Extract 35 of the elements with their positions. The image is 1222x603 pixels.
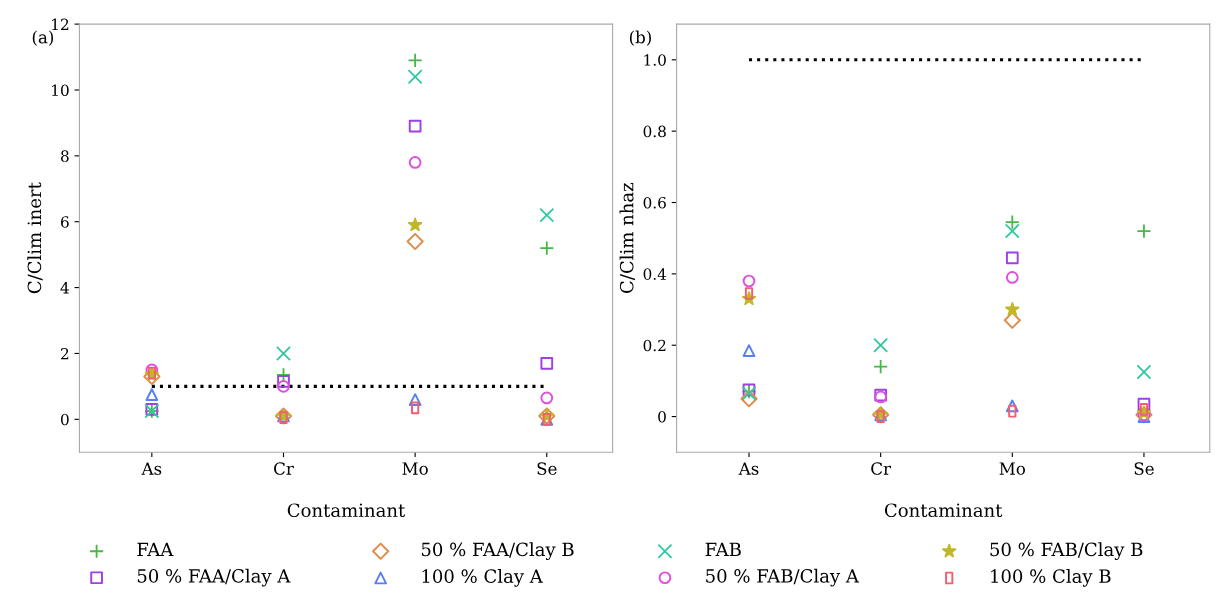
x-tick-label: Mo xyxy=(402,462,428,475)
x-tick-label: As xyxy=(738,462,759,475)
x-tick-label: Se xyxy=(537,462,557,475)
x-tick-label: As xyxy=(141,462,162,475)
y-tick-label: 8 xyxy=(61,150,69,162)
y-tick-label: 0.8 xyxy=(643,125,666,138)
legend-label: 50 % FAA/Clay B xyxy=(421,542,574,560)
legend-label: 100 % Clay B xyxy=(991,569,1111,587)
y-tick-label: 2 xyxy=(61,347,69,360)
legend-label: FAB xyxy=(705,542,741,556)
y-tick-label: 0.4 xyxy=(643,268,667,280)
y-tick-label: 0 xyxy=(60,413,69,426)
chart-title: (b) xyxy=(629,30,651,46)
x-axis-title: Contaminant xyxy=(287,503,406,518)
x-axis-title: Contaminant xyxy=(884,503,1003,518)
legend-label: 50 % FAB/Clay B xyxy=(990,542,1143,560)
y-axis-title: C/Clim inert xyxy=(27,182,43,294)
y-tick-label: 4 xyxy=(60,282,69,294)
x-tick-label: Mo xyxy=(999,462,1026,475)
legend-label: 50 % FAB/Clay A xyxy=(706,568,860,587)
y-tick-label: 0 xyxy=(658,411,666,423)
y-tick-label: 0.6 xyxy=(643,196,666,209)
y-tick-label: 0.2 xyxy=(643,339,666,352)
y-tick-label: 12 xyxy=(52,18,69,30)
y-tick-label: 6 xyxy=(61,216,69,228)
legend-label: FAA xyxy=(137,542,174,556)
x-tick-label: Cr xyxy=(274,462,294,475)
y-axis-title: C/Clim nhaz xyxy=(619,183,635,293)
x-tick-label: Se xyxy=(1134,462,1154,475)
chart-title: (a) xyxy=(32,30,54,46)
y-tick-label: 1.0 xyxy=(644,54,666,66)
x-tick-label: Cr xyxy=(871,462,892,475)
legend-label: 100 % Clay A xyxy=(422,569,543,587)
legend-label: 50 % FAA/Clay A xyxy=(137,568,291,587)
y-tick-label: 10 xyxy=(52,84,69,97)
